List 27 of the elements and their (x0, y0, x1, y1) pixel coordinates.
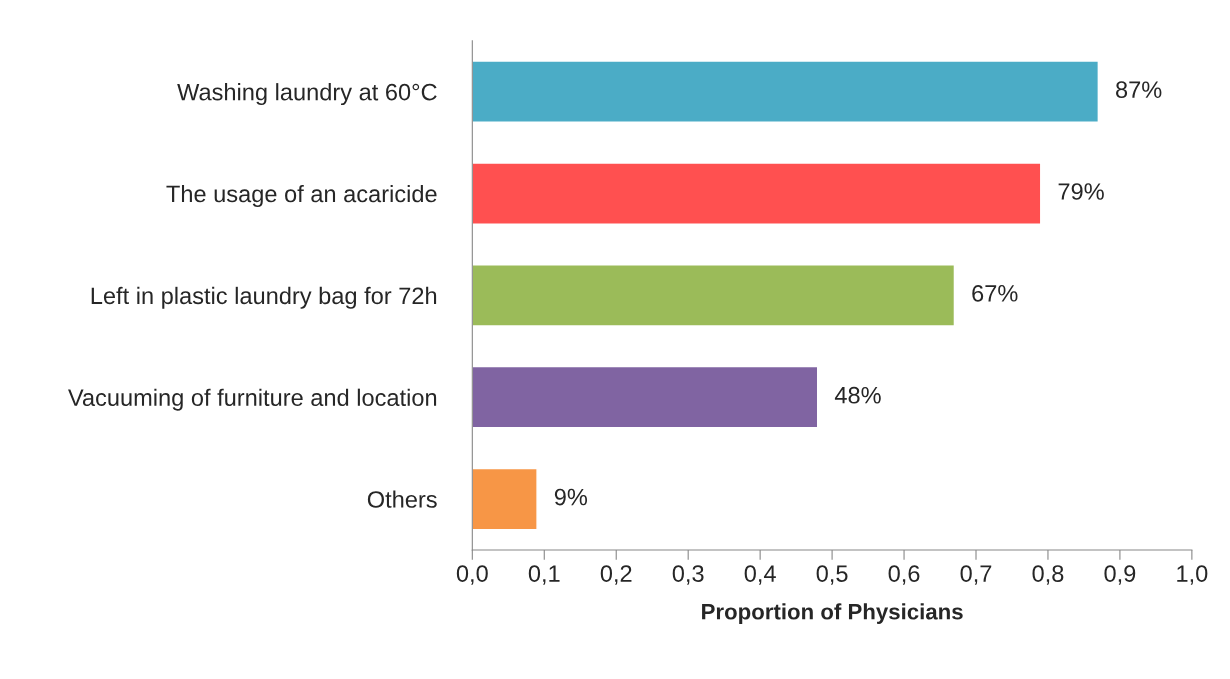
y-tick-label: Left in plastic laundry bag for 72h (91, 286, 437, 309)
x-tick-label: 0,9 (1104, 565, 1136, 585)
data-label: 48% (834, 386, 881, 404)
data-label: 87% (1116, 81, 1162, 98)
x-tick-label: 0,4 (744, 565, 776, 585)
x-tick-label: 0,6 (888, 565, 920, 585)
x-tick-label: 0,5 (816, 565, 848, 585)
y-tick-label: Washing laundry at 60°C (177, 83, 437, 106)
y-tick-label: Others (367, 490, 437, 508)
bar (472, 162, 1042, 225)
bar (472, 264, 956, 327)
bar (472, 467, 538, 531)
x-tick-label: 0,3 (672, 565, 704, 585)
data-label: 9% (554, 488, 588, 506)
data-label: 67% (972, 284, 1018, 302)
y-tick-label: Vacuuming of furniture and location (68, 388, 437, 411)
x-tick-label: 0,2 (600, 565, 632, 585)
bar (472, 365, 819, 429)
bar (472, 60, 1100, 123)
x-tick-label: 0,7 (960, 565, 992, 585)
x-tick-label: 1,0 (1177, 565, 1208, 585)
x-tick-label: 0,8 (1032, 565, 1064, 585)
x-axis-title: Proportion of Physicians (702, 603, 963, 624)
data-label: 79% (1058, 183, 1104, 200)
x-tick-label: 0,1 (528, 565, 560, 585)
x-tick-label: 0,0 (456, 565, 488, 585)
y-tick-label: The usage of an acaricide (166, 184, 437, 207)
